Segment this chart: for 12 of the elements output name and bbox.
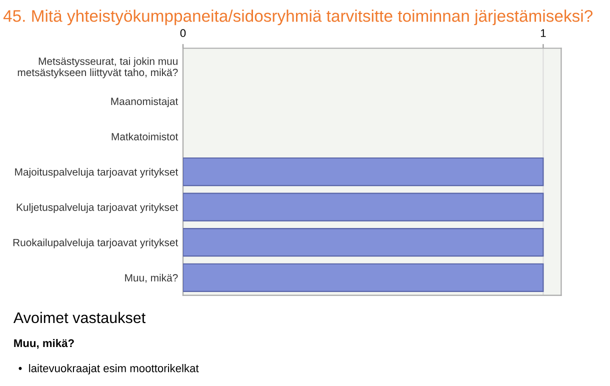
y-tick-label: Matkatoimistot <box>112 132 178 140</box>
y-tick-label: Maanomistajat <box>111 97 178 108</box>
chart-title: 45. Mitä yhteistyökumppaneita/sidosryhmiä tarvitsitte toiminnan järjestämiseksi? <box>3 10 592 26</box>
y-tick-label: Kuljetuspalveluja tarjoavat yritykset <box>16 203 178 213</box>
y-tick-label: Metsästysseurat, tai jokin muu metsästykseen liittyvät taho, mikä? <box>18 57 178 78</box>
y-tick-label: Muu, mikä? <box>125 274 178 283</box>
y-tick-label: Ruokailupalveluja tarjoavat yritykset <box>13 238 178 248</box>
y-tick-label: Majoituspalveluja tarjoavat yritykset <box>15 168 178 178</box>
text: Avoimet vastaukset <box>13 312 146 324</box>
text: • laitevuokraajat esim moottorikelkat <box>18 364 199 374</box>
x-tick-label: 1 <box>540 29 546 37</box>
x-tick-label: 0 <box>180 29 186 38</box>
